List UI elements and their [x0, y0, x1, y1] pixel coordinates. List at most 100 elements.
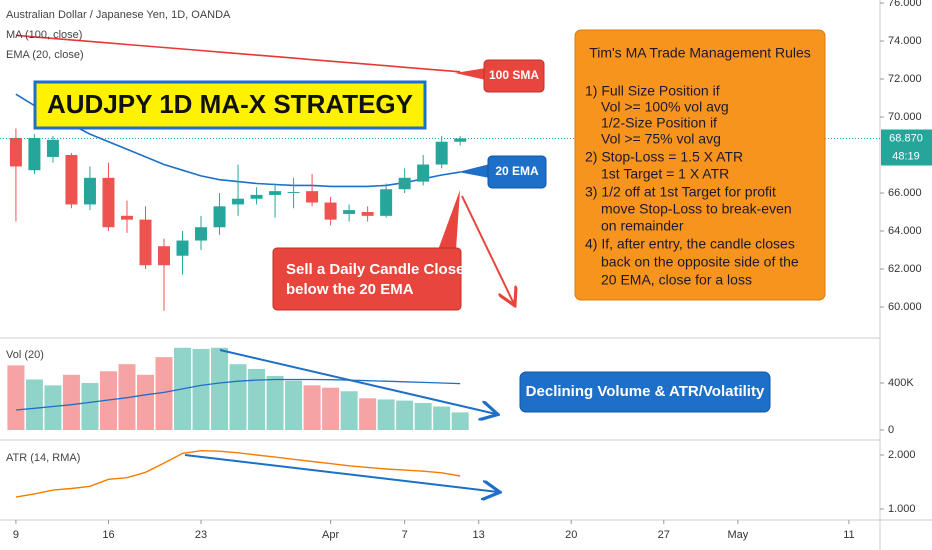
rule-line: on remainder [601, 218, 684, 234]
ema-label: 20 EMA [495, 164, 539, 178]
volume-bar [136, 374, 154, 431]
candle-body [139, 219, 152, 266]
volume-bar [340, 391, 358, 431]
volume-bar [414, 402, 432, 431]
y-tick-label: 72.000 [888, 73, 922, 85]
pane-title: Vol (20) [6, 349, 44, 361]
x-tick-label: 20 [565, 529, 577, 541]
legend-entry: EMA (20, close) [6, 49, 84, 61]
candle-body [324, 202, 337, 220]
volume-bar [229, 364, 247, 431]
candle-body [250, 194, 263, 199]
y-tick-label: 76.000 [888, 0, 922, 9]
volume-note: Declining Volume & ATR/Volatility [526, 383, 765, 400]
y-tick-label: 2.000 [888, 449, 916, 461]
y-tick-label: 70.000 [888, 111, 922, 123]
volume-bar [285, 380, 303, 431]
candle-body [213, 206, 226, 228]
trend-arrow [219, 349, 496, 414]
rule-line: 3) 1/2 off at 1st Target for profit [585, 184, 776, 200]
last-price-box [881, 129, 932, 166]
candle-body [343, 210, 356, 214]
rule-line: Vol >= 100% vol avg [601, 99, 729, 115]
x-tick-label: 23 [195, 529, 207, 541]
atr-line [15, 449, 461, 498]
rule-line: 4) If, after entry, the candle closes [585, 236, 795, 252]
volume-bar [322, 387, 340, 431]
down-arrow [461, 195, 514, 304]
y-tick-label: 60.000 [888, 301, 922, 313]
volume-bar [377, 399, 395, 431]
y-tick-label: 74.000 [888, 35, 922, 47]
volume-bar [44, 385, 62, 431]
candle-body [306, 191, 319, 203]
candle-body [361, 212, 374, 216]
rules-box [574, 29, 826, 301]
candle-body [65, 155, 78, 205]
candle-body [398, 177, 411, 190]
symbol-title: Australian Dollar / Japanese Yen, 1D, OA… [6, 9, 231, 21]
rule-line: move Stop-Loss to break-even [601, 201, 792, 217]
y-tick-label: 400K [888, 377, 914, 389]
volume-bar [62, 374, 80, 431]
y-tick-label: 64.000 [888, 225, 922, 237]
x-tick-label: 9 [13, 529, 19, 541]
candle-body [417, 164, 430, 182]
volume-bar [303, 385, 321, 431]
rule-line: 20 EMA, close for a loss [601, 272, 752, 288]
volume-bar [211, 347, 229, 431]
rule-line: Vol >= 75% vol avg [601, 131, 721, 147]
sell-note: below the 20 EMA [286, 281, 414, 298]
volume-ma-line [15, 378, 461, 411]
sma-callout [483, 59, 545, 93]
y-tick-label: 1.000 [888, 503, 916, 515]
volume-callout [519, 371, 771, 413]
candle-body [120, 215, 133, 220]
callout-pointer [438, 190, 460, 250]
trend-arrow [184, 454, 498, 492]
last-price-label: 68.870 [889, 132, 923, 144]
annotations: Australian Dollar / Japanese Yen, 1D, OA… [6, 9, 826, 492]
y-tick-label: 0 [888, 424, 894, 436]
candle-body [176, 240, 189, 256]
volume-bar [433, 406, 451, 431]
candle-body [102, 177, 115, 228]
ema-callout [487, 155, 547, 189]
x-tick-label: 16 [102, 529, 114, 541]
countdown: 48:19 [892, 150, 920, 162]
rule-line: 1/2-Size Position if [601, 115, 717, 131]
rules-title: Tim's MA Trade Management Rules [589, 45, 811, 61]
candle-body [83, 177, 96, 205]
rule-line: 1) Full Size Position if [585, 83, 720, 99]
callout-pointer [455, 68, 486, 80]
volume-bar [396, 400, 414, 431]
x-tick-label: Apr [322, 529, 339, 541]
candle-body [454, 138, 467, 142]
rule-line: 2) Stop-Loss = 1.5 X ATR [585, 149, 743, 165]
x-tick-label: 7 [402, 529, 408, 541]
volume-bar [25, 379, 43, 431]
volume-bar [451, 412, 469, 431]
pane-title: ATR (14, RMA) [6, 452, 80, 464]
ma-line [15, 34, 461, 73]
x-tick-label: 27 [658, 529, 670, 541]
strategy-title: AUDJPY 1D MA-X STRATEGY [47, 89, 413, 119]
candle-body [380, 189, 393, 216]
volume-bar [192, 348, 210, 431]
x-tick-label: 13 [473, 529, 485, 541]
sell-note: Sell a Daily Candle Close [286, 261, 464, 278]
sell-callout [272, 247, 462, 311]
volume-bar [155, 357, 173, 431]
volume-bar [266, 375, 284, 431]
candle-body [28, 137, 41, 171]
candle-body [158, 246, 171, 266]
legend-entry: MA (100, close) [6, 29, 82, 41]
sma-label: 100 SMA [489, 68, 539, 82]
volume-bar [248, 368, 266, 431]
candle-body [435, 141, 448, 165]
candle-body [287, 192, 300, 194]
x-tick-label: May [727, 529, 748, 541]
candle-body [232, 198, 245, 205]
